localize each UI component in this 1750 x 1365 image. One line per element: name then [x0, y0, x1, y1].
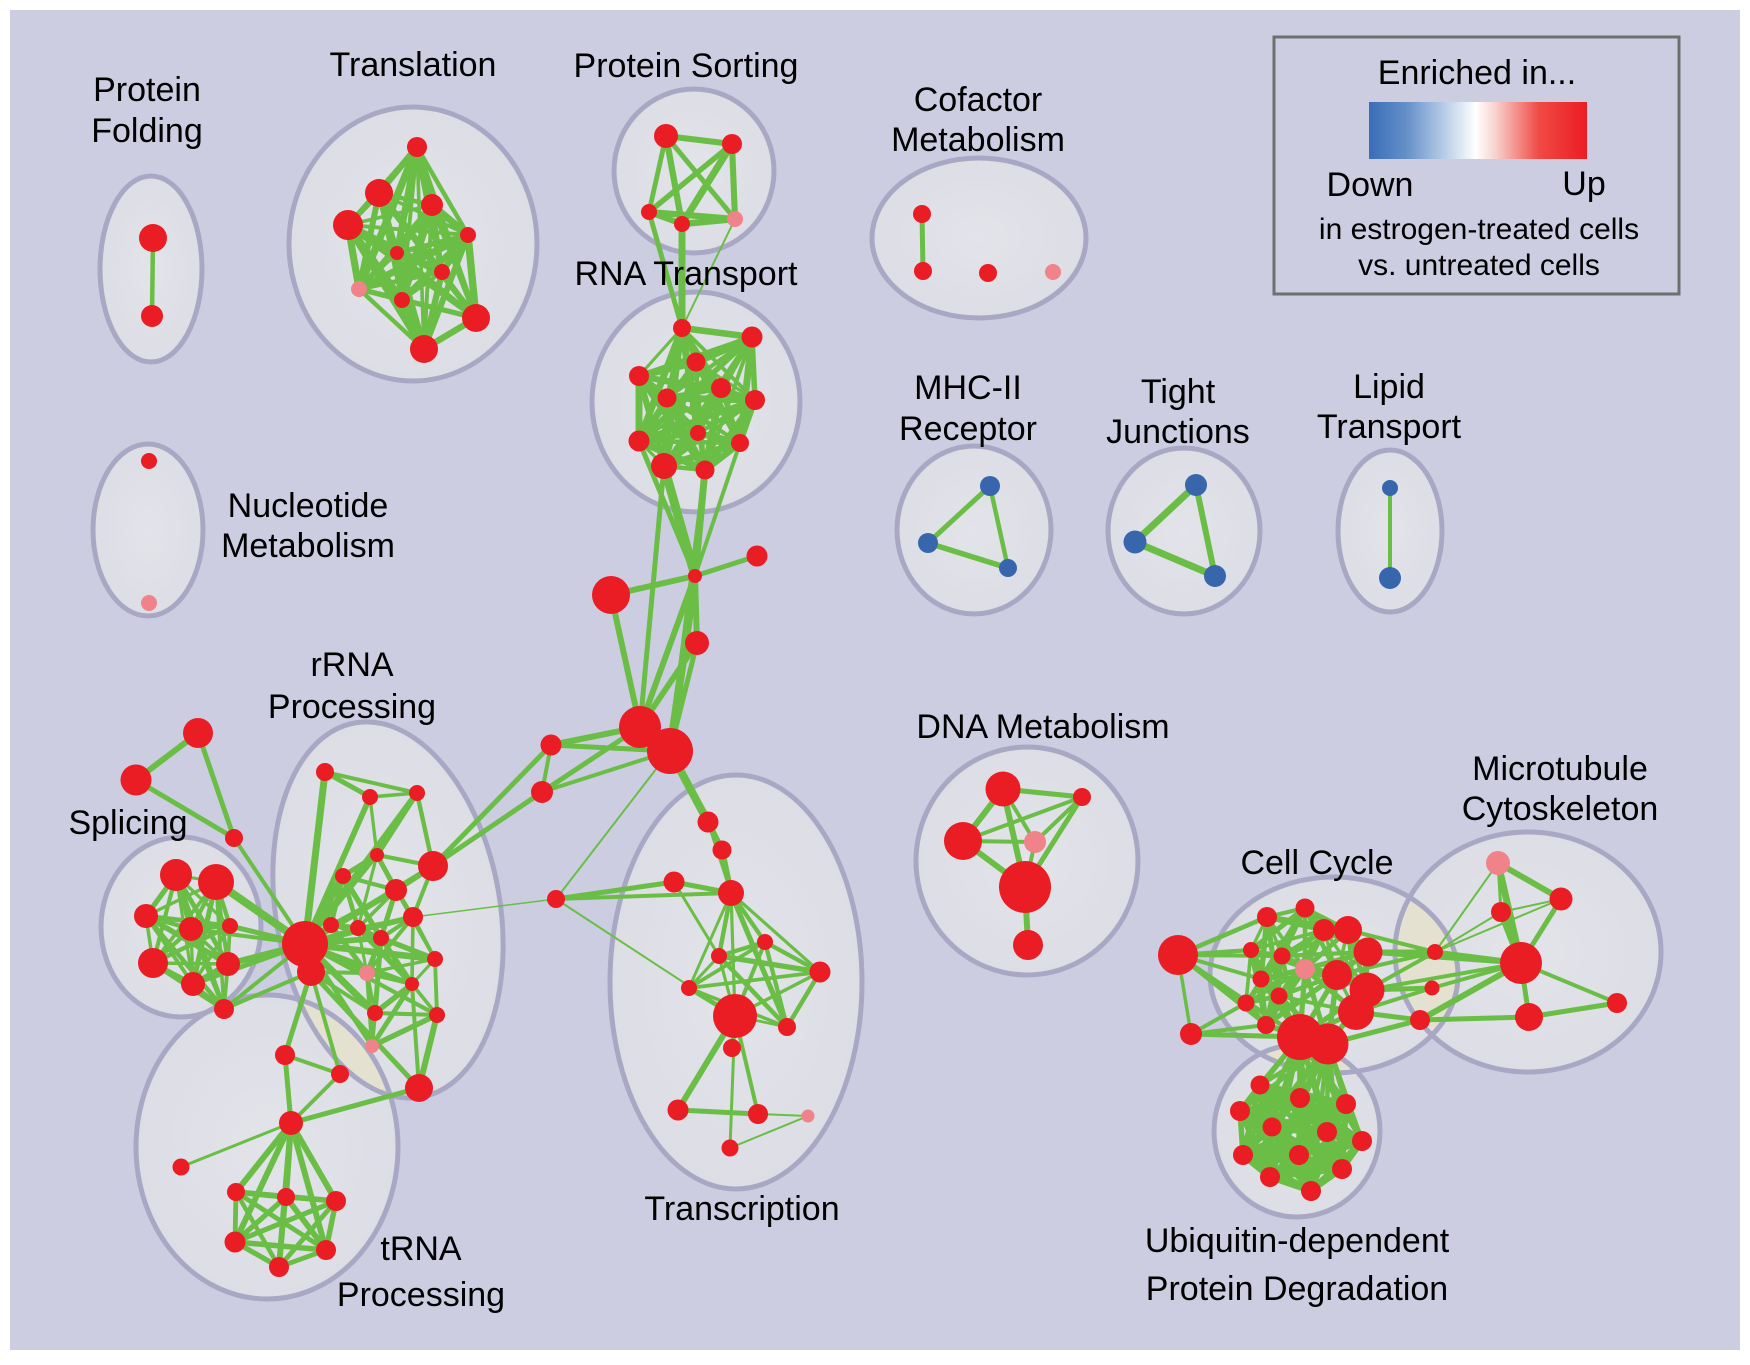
- svg-text:rRNA: rRNA: [310, 646, 393, 684]
- svg-text:tRNA: tRNA: [380, 1230, 462, 1268]
- svg-text:in estrogen-treated cells: in estrogen-treated cells: [1319, 213, 1639, 246]
- svg-text:Lipid: Lipid: [1353, 368, 1425, 406]
- svg-text:RNA Transport: RNA Transport: [575, 255, 799, 293]
- svg-text:Ubiquitin-dependent: Ubiquitin-dependent: [1145, 1222, 1450, 1260]
- svg-text:Cytoskeleton: Cytoskeleton: [1462, 790, 1659, 828]
- svg-text:Protein Degradation: Protein Degradation: [1146, 1270, 1448, 1308]
- svg-text:Translation: Translation: [330, 46, 497, 84]
- svg-text:Cofactor: Cofactor: [914, 81, 1043, 119]
- svg-text:Nucleotide: Nucleotide: [228, 487, 389, 525]
- svg-text:Processing: Processing: [268, 688, 436, 726]
- svg-text:Down: Down: [1327, 166, 1414, 204]
- svg-text:Microtubule: Microtubule: [1472, 750, 1648, 788]
- svg-text:Processing: Processing: [337, 1276, 505, 1314]
- svg-text:Transport: Transport: [1317, 408, 1462, 446]
- svg-text:Enriched in...: Enriched in...: [1378, 54, 1576, 92]
- svg-text:DNA Metabolism: DNA Metabolism: [916, 708, 1169, 746]
- svg-text:MHC-II: MHC-II: [914, 369, 1022, 407]
- svg-text:Receptor: Receptor: [899, 410, 1037, 448]
- svg-text:Metabolism: Metabolism: [891, 121, 1065, 159]
- svg-text:vs. untreated cells: vs. untreated cells: [1358, 249, 1600, 282]
- svg-text:Transcription: Transcription: [644, 1190, 839, 1228]
- svg-text:Junctions: Junctions: [1106, 413, 1250, 451]
- svg-text:Up: Up: [1562, 165, 1605, 203]
- svg-text:Cell Cycle: Cell Cycle: [1240, 844, 1393, 882]
- svg-text:Folding: Folding: [91, 112, 203, 150]
- svg-text:Protein: Protein: [93, 71, 201, 109]
- svg-text:Protein Sorting: Protein Sorting: [574, 47, 799, 85]
- svg-text:Metabolism: Metabolism: [221, 527, 395, 565]
- svg-text:Tight: Tight: [1141, 373, 1216, 411]
- svg-text:Splicing: Splicing: [68, 804, 187, 842]
